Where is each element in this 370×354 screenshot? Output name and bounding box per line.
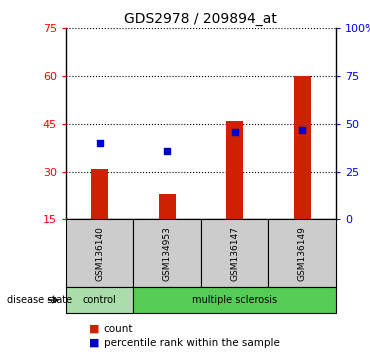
- Bar: [66, 287, 133, 313]
- Text: GSM136149: GSM136149: [298, 225, 307, 281]
- Text: control: control: [83, 295, 117, 305]
- Text: GSM134953: GSM134953: [163, 225, 172, 281]
- Bar: [226, 121, 243, 219]
- Text: ■: ■: [89, 338, 99, 348]
- Text: ■: ■: [89, 324, 99, 333]
- Bar: [268, 219, 336, 287]
- Text: GSM136140: GSM136140: [95, 225, 104, 281]
- Point: [97, 140, 102, 146]
- Text: multiple sclerosis: multiple sclerosis: [192, 295, 277, 305]
- Bar: [91, 169, 108, 219]
- Text: disease state: disease state: [7, 295, 73, 305]
- Bar: [133, 287, 336, 313]
- Bar: [133, 219, 201, 287]
- Point: [164, 148, 170, 154]
- Point: [299, 127, 305, 132]
- Text: percentile rank within the sample: percentile rank within the sample: [104, 338, 279, 348]
- Point: [232, 129, 238, 135]
- Bar: [294, 76, 311, 219]
- Bar: [66, 219, 133, 287]
- Bar: [159, 194, 176, 219]
- Bar: [201, 219, 269, 287]
- Text: GSM136147: GSM136147: [230, 225, 239, 281]
- Title: GDS2978 / 209894_at: GDS2978 / 209894_at: [124, 12, 278, 26]
- Text: count: count: [104, 324, 133, 333]
